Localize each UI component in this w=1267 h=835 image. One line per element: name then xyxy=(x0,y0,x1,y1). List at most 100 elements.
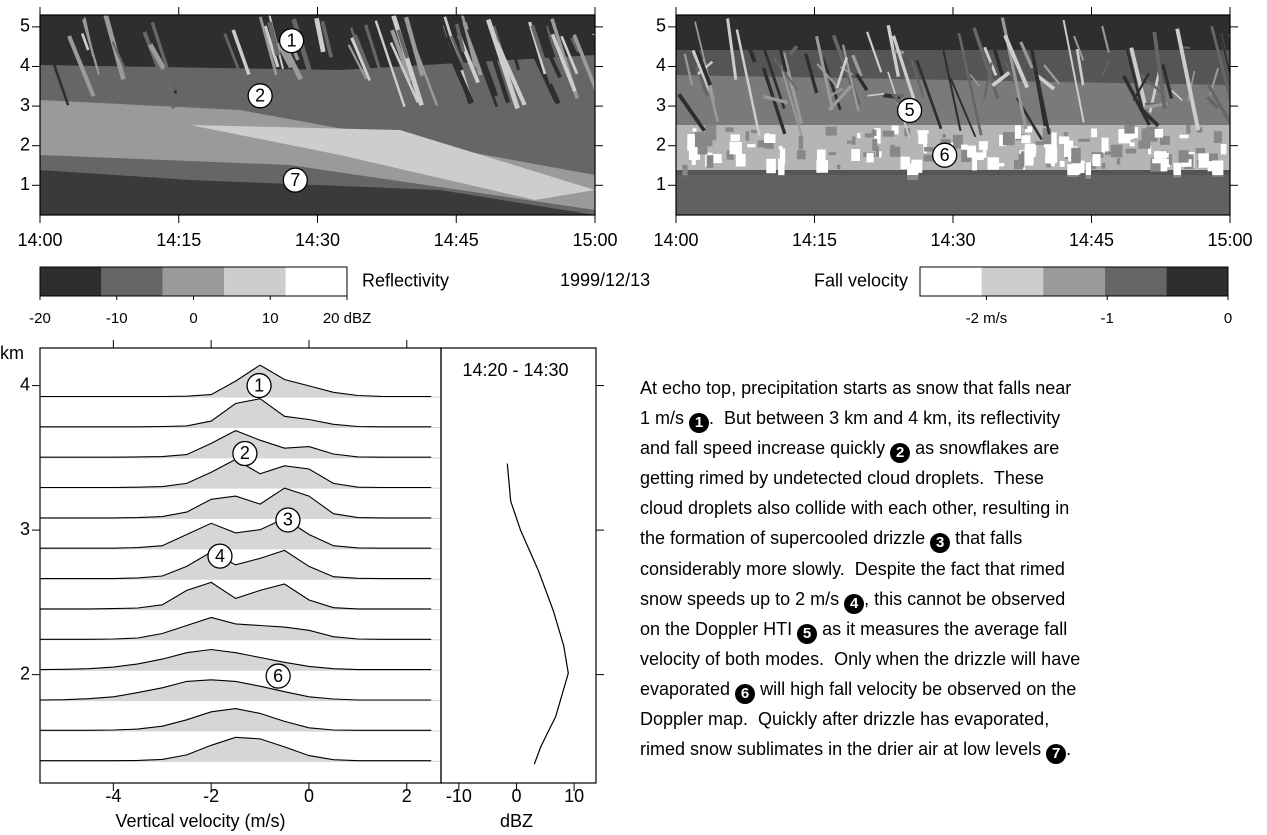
texture xyxy=(726,150,734,160)
texture xyxy=(1181,159,1192,167)
texture xyxy=(258,16,278,76)
texture xyxy=(466,29,499,108)
text: At echo top, precipitation starts as sno… xyxy=(640,378,1072,398)
texture xyxy=(961,144,968,150)
annotation-circle xyxy=(207,543,233,569)
texture xyxy=(982,149,987,158)
texture xyxy=(851,54,863,77)
texture xyxy=(1121,129,1134,140)
colorbar-frame xyxy=(919,266,1229,297)
colorbar-segment xyxy=(101,267,163,296)
texture xyxy=(190,125,595,200)
spectrum-line xyxy=(40,616,432,640)
text: . xyxy=(1066,739,1072,760)
spectrum-line xyxy=(40,549,432,580)
texture xyxy=(704,135,713,147)
texture xyxy=(883,93,901,100)
texture xyxy=(1152,31,1167,109)
texture xyxy=(403,16,425,77)
texture xyxy=(550,33,577,92)
x-tick-label: 14:00 xyxy=(17,230,62,250)
text: snow speeds up to 2 m/s xyxy=(640,588,845,609)
texture xyxy=(764,134,776,143)
texture xyxy=(442,39,475,105)
spectrum-area xyxy=(40,708,432,731)
texture xyxy=(687,134,695,151)
texture xyxy=(952,134,963,149)
texture xyxy=(570,37,581,53)
texture xyxy=(111,41,137,92)
texture xyxy=(766,158,776,174)
texture xyxy=(1210,25,1230,104)
texture xyxy=(817,149,826,166)
texture xyxy=(478,17,511,104)
colorbar-tick-label: 20 dBZ xyxy=(323,310,371,327)
texture xyxy=(874,128,881,144)
texture xyxy=(1160,135,1170,145)
x-axis-label: dBZ xyxy=(500,811,533,831)
texture xyxy=(589,34,595,50)
texture xyxy=(780,65,803,137)
texture xyxy=(816,63,838,87)
texture xyxy=(148,43,166,70)
colorbar-segment xyxy=(224,267,286,296)
texture xyxy=(150,21,177,92)
texture xyxy=(828,84,853,111)
texture xyxy=(1104,151,1118,156)
texture xyxy=(1125,148,1137,154)
colorbar-segment xyxy=(920,267,982,296)
y-tick-label: 3 xyxy=(656,95,666,115)
y-tick-label: 3 xyxy=(20,95,30,115)
texture xyxy=(1186,125,1191,134)
texture xyxy=(40,170,595,215)
texture xyxy=(778,158,785,176)
texture xyxy=(782,52,803,124)
texture xyxy=(1168,154,1172,165)
texture xyxy=(866,31,883,73)
texture xyxy=(690,37,712,86)
texture xyxy=(1116,158,1121,165)
text: cloud droplets also collide with each ot… xyxy=(640,498,1070,519)
texture xyxy=(1021,135,1031,144)
annotation-label: 2 xyxy=(240,443,250,463)
annotation-label: 1 xyxy=(287,30,297,50)
texture xyxy=(747,144,756,148)
texture xyxy=(682,164,688,177)
texture xyxy=(572,34,595,93)
texture xyxy=(923,154,933,162)
marker: 2 xyxy=(890,443,911,464)
hti-image xyxy=(676,15,1230,215)
texture xyxy=(796,150,806,160)
texture xyxy=(267,21,280,57)
spectrum-line xyxy=(40,398,432,428)
texture xyxy=(314,17,326,53)
texture xyxy=(142,31,176,109)
texture xyxy=(450,35,471,80)
texture xyxy=(915,59,943,130)
marker: 4 xyxy=(844,593,865,614)
texture xyxy=(1064,140,1074,158)
x-tick-label: 2 xyxy=(402,786,412,806)
texture xyxy=(1154,128,1164,138)
texture xyxy=(1085,162,1092,179)
texture xyxy=(998,163,1005,167)
annotation-circle xyxy=(247,83,273,109)
texture xyxy=(857,133,861,139)
annotation-circle xyxy=(282,167,308,193)
spectrum-area xyxy=(40,459,432,489)
x-tick-label: 15:00 xyxy=(1207,230,1252,250)
x-tick-label: 14:30 xyxy=(295,230,340,250)
texture xyxy=(950,78,977,138)
texture xyxy=(1101,60,1111,77)
texture xyxy=(712,154,722,164)
annotation-circle xyxy=(246,372,272,399)
texture xyxy=(757,140,766,148)
texture xyxy=(677,93,706,132)
texture xyxy=(1205,96,1219,109)
y-tick-label: 5 xyxy=(656,16,666,36)
texture xyxy=(967,145,977,158)
text: evaporated xyxy=(640,678,736,699)
colorbar-tick-label: -20 xyxy=(29,310,51,327)
description-line: cloud droplets also collide with each ot… xyxy=(640,493,1080,523)
